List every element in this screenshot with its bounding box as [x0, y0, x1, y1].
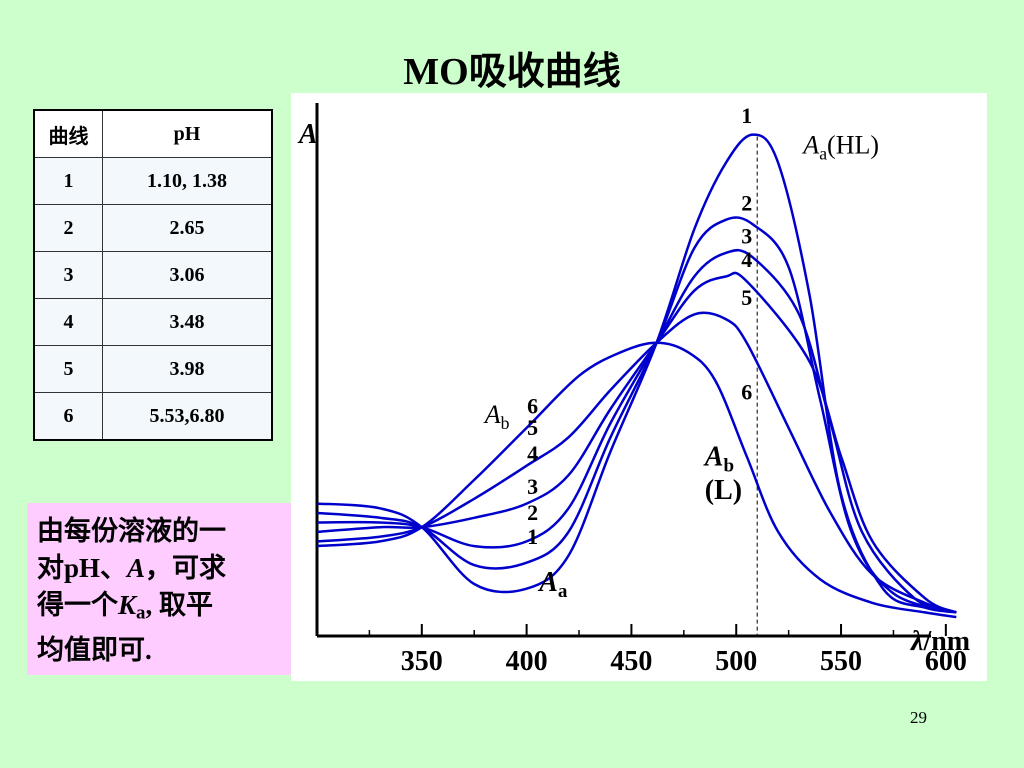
page-number: 29 — [910, 708, 927, 727]
ph-cell: 2.65 — [102, 204, 273, 252]
ph-cell: 1.10, 1.38 — [102, 157, 273, 205]
series-line-3 — [316, 248, 957, 614]
note-line: 均值即可. — [37, 634, 152, 665]
curve-cell: 5 — [33, 345, 103, 393]
table-row: 4 3.48 — [33, 298, 273, 346]
series-line-2 — [316, 216, 957, 614]
note-line: 对pH、A，可求 — [37, 550, 289, 587]
curve-cell: 2 — [33, 204, 103, 252]
note-line: 得一个Ka, 取平 — [37, 587, 289, 632]
curve-cell: 4 — [33, 298, 103, 346]
note-text: ，可求 — [145, 553, 227, 583]
note-text: , 取平 — [145, 590, 213, 620]
x-tick-label: 450 — [610, 646, 652, 677]
x-tick-label: 600 — [925, 646, 967, 677]
note-text: 对pH、 — [37, 553, 128, 583]
table-row: 3 3.06 — [33, 251, 273, 299]
note-symbol-k: K — [118, 590, 137, 620]
curve-number-label: 6 — [741, 380, 752, 405]
header-curve: 曲线 — [33, 109, 103, 158]
x-tick-label: 550 — [820, 646, 862, 677]
table-row: 1 1.10, 1.38 — [33, 157, 273, 205]
label-aa-base: Aa — [537, 567, 568, 602]
curve-number-label: 1 — [741, 103, 752, 128]
note-text: 得一个 — [37, 590, 118, 620]
curve-number-label: 4 — [741, 247, 752, 272]
curve-number-label: 3 — [741, 223, 752, 248]
curve-number-label: 3 — [527, 474, 538, 499]
note-line: 由每份溶液的一 — [37, 516, 226, 546]
curve-cell: 3 — [33, 251, 103, 299]
table-header-row: 曲线 pH — [33, 109, 273, 158]
curve-number-label: 2 — [741, 190, 752, 215]
x-tick-label: 500 — [715, 646, 757, 677]
ph-table: 曲线 pH 1 1.10, 1.38 2 2.65 3 3.06 4 3.48 … — [33, 109, 273, 441]
label-ab-left: Ab — [483, 400, 510, 433]
explanation-note: 由每份溶液的一 对pH、A，可求 得一个Ka, 取平 均值即可. — [27, 503, 299, 675]
series-line-4 — [316, 271, 957, 614]
table-row: 5 3.98 — [33, 345, 273, 393]
curve-number-label: 2 — [527, 500, 538, 525]
y-axis-label: A — [297, 119, 318, 150]
x-axis-label: λ/nm — [910, 626, 970, 657]
x-tick-label: 350 — [401, 646, 443, 677]
series-line-1 — [316, 133, 957, 614]
curve-number-label: 4 — [527, 441, 538, 466]
note-subscript: a — [136, 602, 146, 624]
label-ab-lower: Ab — [703, 442, 734, 477]
peak-label-aa-hl: Aa(HL) — [801, 131, 879, 164]
series-line-6 — [316, 341, 957, 619]
absorption-chart: 350 400 450 500 550 600Aλ/nm123456654321Aa(HL… — [297, 103, 970, 677]
label-ab-lower-suffix: (L) — [705, 475, 742, 506]
ph-cell: 3.98 — [102, 345, 273, 393]
curve-number-label: 6 — [527, 394, 538, 419]
curve-cell: 1 — [33, 157, 103, 205]
header-ph: pH — [102, 109, 273, 158]
note-symbol-a: A — [127, 553, 146, 583]
ph-cell: 3.48 — [102, 298, 273, 346]
curve-number-label: 5 — [741, 285, 752, 310]
curve-cell: 6 — [33, 392, 103, 441]
ph-cell: 3.06 — [102, 251, 273, 299]
slide-title: MO吸收曲线 — [403, 51, 621, 93]
curve-number-label: 5 — [527, 415, 538, 440]
series-line-5 — [316, 311, 957, 614]
curve-number-label: 1 — [527, 524, 538, 549]
table-row: 2 2.65 — [33, 204, 273, 252]
x-tick-label: 400 — [506, 646, 548, 677]
table-row: 6 5.53,6.80 — [33, 392, 273, 441]
ph-cell: 5.53,6.80 — [102, 392, 273, 441]
